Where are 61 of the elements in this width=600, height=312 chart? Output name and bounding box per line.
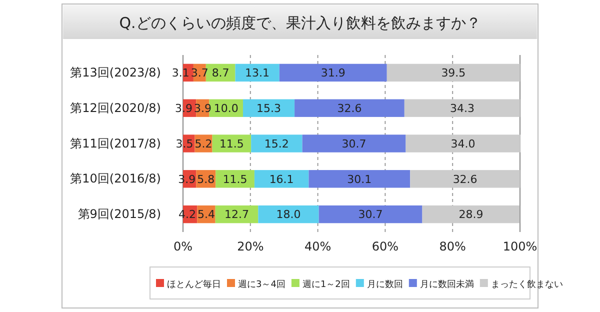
legend-label: ほとんど毎日	[167, 279, 221, 290]
bar	[386, 64, 520, 82]
x-tick-label: 100%	[502, 240, 538, 254]
data-label: 34.0	[450, 137, 476, 150]
legend-label: 月に数回	[366, 279, 403, 290]
x-tick-label: 40%	[304, 240, 332, 254]
data-label: 11.5	[222, 172, 248, 186]
bar	[410, 170, 520, 188]
data-label: 32.6	[337, 102, 362, 115]
bar	[318, 205, 422, 224]
legend-label: まったく飲まない	[490, 279, 563, 290]
bar	[258, 205, 319, 224]
y-tick-label: 第9回(2015/8)	[78, 207, 161, 222]
bar	[235, 64, 280, 82]
legend-label: 週に3～4回	[238, 279, 286, 290]
data-label: 30.7	[358, 208, 383, 222]
bar	[215, 205, 258, 224]
data-label: 32.6	[452, 172, 478, 186]
bar	[302, 134, 406, 152]
y-tick-label: 第13回(2023/8)	[70, 66, 161, 80]
data-label: 31.9	[320, 66, 346, 80]
x-tick-label: 20%	[237, 240, 264, 254]
bar	[212, 134, 252, 152]
data-label: 30.1	[347, 172, 372, 186]
x-tick-label: 0%	[173, 240, 193, 254]
data-label: 11.5	[219, 137, 244, 150]
data-label: 3.7	[190, 66, 208, 80]
data-label: 5.4	[198, 208, 216, 222]
data-label: 15.3	[256, 102, 282, 115]
data-label: 5.8	[197, 172, 215, 186]
data-label: 30.7	[342, 137, 366, 150]
data-label: 8.7	[212, 66, 230, 80]
data-label: 12.7	[224, 208, 249, 222]
data-label: 16.1	[269, 172, 294, 186]
bar	[308, 170, 410, 188]
y-tick-label: 第10回(2016/8)	[70, 172, 161, 186]
data-label: 5.2	[194, 137, 212, 150]
bar	[242, 99, 295, 117]
bar	[422, 205, 520, 224]
y-tick-label: 第11回(2017/8)	[70, 136, 161, 150]
legend-label: 週に1～2回	[302, 279, 350, 290]
data-label: 34.3	[450, 102, 474, 115]
y-tick-label: 第12回(2020/8)	[70, 100, 161, 115]
x-tick-label: 80%	[439, 240, 466, 254]
data-label: 10.0	[214, 102, 238, 115]
legend-label: 月に数回未満	[420, 279, 474, 290]
bar	[404, 99, 520, 117]
bar	[251, 134, 302, 152]
data-label: 39.5	[441, 66, 466, 80]
bar	[254, 170, 309, 188]
bar	[294, 99, 404, 117]
bar	[216, 170, 254, 188]
data-label: 28.9	[458, 208, 484, 222]
data-label: 18.0	[276, 208, 301, 222]
data-label: 13.1	[245, 66, 270, 80]
x-tick-label: 60%	[372, 240, 399, 254]
chart-title: Q.どのくらいの頻度で、果汁入り飲料を飲みますか？	[119, 14, 481, 32]
data-label: 3.9	[194, 102, 212, 115]
bar	[279, 64, 387, 82]
bar	[406, 134, 520, 152]
data-label: 15.2	[264, 137, 289, 150]
